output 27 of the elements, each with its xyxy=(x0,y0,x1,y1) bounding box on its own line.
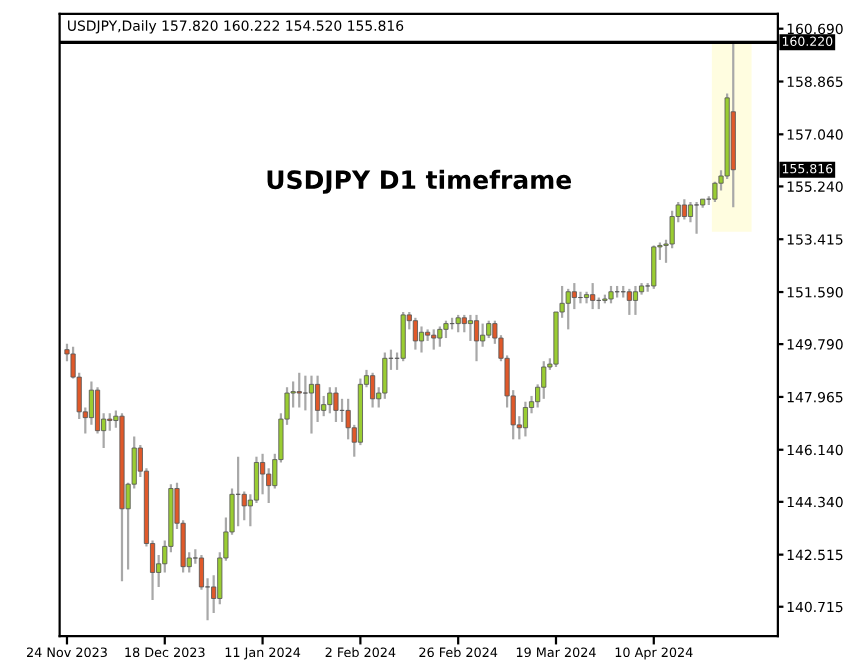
candlestick xyxy=(308,374,315,435)
candlestick xyxy=(382,351,388,400)
candlestick xyxy=(681,198,687,221)
candlestick xyxy=(302,374,308,412)
candlestick xyxy=(480,322,486,348)
candlestick xyxy=(651,244,657,290)
candlestick xyxy=(694,200,700,235)
candlestick xyxy=(412,316,418,351)
candlestick xyxy=(400,310,406,363)
candlestick xyxy=(260,452,266,496)
candlestick xyxy=(473,313,480,363)
candlestick xyxy=(418,325,425,354)
candlestick xyxy=(88,380,94,426)
candlestick xyxy=(333,386,339,424)
candlestick xyxy=(431,328,437,351)
candlestick xyxy=(296,371,302,409)
candlestick xyxy=(437,325,443,348)
candlestick xyxy=(565,287,571,331)
candlestick xyxy=(626,287,632,317)
candlestick xyxy=(590,281,596,311)
candlestick xyxy=(571,281,577,311)
candlestick xyxy=(370,371,376,409)
candlestick xyxy=(632,284,639,317)
candlestick xyxy=(522,400,528,438)
text: USDJPY D1 timeframe xyxy=(267,169,572,194)
candlestick xyxy=(541,360,547,400)
candlestick xyxy=(327,386,333,415)
